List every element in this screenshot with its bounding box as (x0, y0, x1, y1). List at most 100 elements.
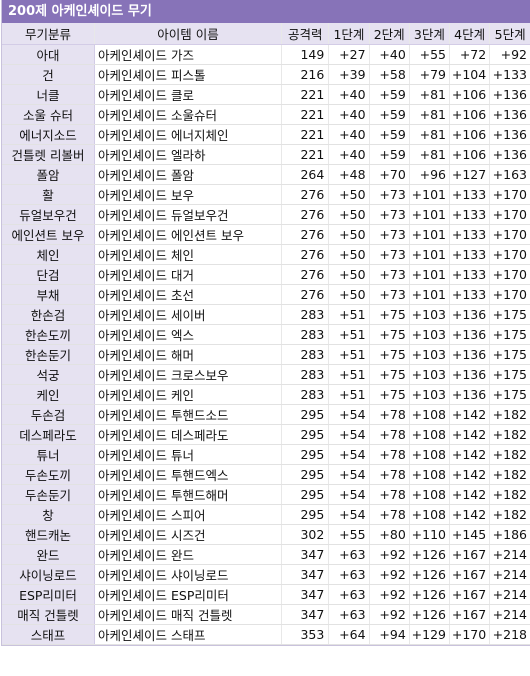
attack-cell: 347 (281, 604, 330, 625)
stage-5-cell: +182 (489, 424, 530, 445)
table-row: 매직 건틀렛 아케인셰이드 매직 건틀렛 347 +63 +92 +126 +167 +214 (2, 604, 530, 625)
stage-2-cell: +92 (369, 544, 410, 565)
category-cell: 건 (2, 64, 96, 85)
stage-2-cell: +78 (369, 424, 410, 445)
stage-1-cell: +63 (328, 544, 370, 565)
item-name-cell: 아케인셰이드 완드 (94, 544, 283, 565)
stage-1-cell: +51 (328, 384, 370, 405)
stage-2-cell: +92 (369, 604, 410, 625)
stage-5-cell: +175 (489, 304, 530, 325)
table-row: 한손둔기 아케인셰이드 해머 283 +51 +75 +103 +136 +175 (2, 344, 530, 365)
item-name-cell: 아케인셰이드 체인 (94, 244, 283, 265)
item-name-cell: 아케인셰이드 튜너 (94, 444, 283, 465)
stage-2-cell: +75 (369, 304, 410, 325)
stage-1-cell: +51 (328, 344, 370, 365)
stage-3-cell: +101 (409, 224, 451, 245)
table-row: 단검 아케인셰이드 대거 276 +50 +73 +101 +133 +170 (2, 264, 530, 285)
table-row: 튜너 아케인셰이드 튜너 295 +54 +78 +108 +142 +182 (2, 444, 530, 465)
attack-cell: 295 (281, 504, 330, 525)
item-name-cell: 아케인셰이드 소울슈터 (94, 104, 283, 125)
item-name-cell: 아케인셰이드 투핸드해머 (94, 484, 283, 505)
stage-1-cell: +40 (328, 84, 370, 105)
category-cell: 체인 (2, 244, 96, 265)
table-row: 에너지소드 아케인셰이드 에너지체인 221 +40 +59 +81 +106 +136 (2, 124, 530, 145)
stage-2-cell: +73 (369, 244, 410, 265)
stage-4-cell: +145 (449, 524, 491, 545)
stage-3-cell: +55 (409, 44, 451, 65)
attack-cell: 283 (281, 364, 330, 385)
attack-cell: 353 (281, 624, 330, 645)
stage-2-cell: +73 (369, 264, 410, 285)
attack-cell: 264 (281, 164, 330, 185)
item-name-cell: 아케인셰이드 ESP리미터 (94, 584, 283, 605)
category-cell: 스태프 (2, 624, 96, 645)
stage-5-cell: +170 (489, 284, 530, 305)
column-header-stage-1: 1단계 (328, 23, 370, 45)
attack-cell: 216 (281, 64, 330, 85)
table-row: 두손도끼 아케인셰이드 투핸드엑스 295 +54 +78 +108 +142 +182 (2, 464, 530, 485)
item-name-cell: 아케인셰이드 세이버 (94, 304, 283, 325)
stage-2-cell: +59 (369, 124, 410, 145)
attack-cell: 221 (281, 104, 330, 125)
stage-2-cell: +78 (369, 404, 410, 425)
category-cell: 에너지소드 (2, 124, 96, 145)
item-name-cell: 아케인셰이드 가즈 (94, 44, 283, 65)
header-row: 무기분류 아이템 이름 공격력 1단계 2단계 3단계 4단계 5단계 (2, 23, 530, 45)
stage-5-cell: +136 (489, 144, 530, 165)
category-cell: 단검 (2, 264, 96, 285)
stage-1-cell: +40 (328, 104, 370, 125)
stage-1-cell: +64 (328, 624, 370, 645)
stage-5-cell: +218 (489, 624, 530, 645)
stage-2-cell: +78 (369, 444, 410, 465)
table-row: 체인 아케인셰이드 체인 276 +50 +73 +101 +133 +170 (2, 244, 530, 265)
stage-1-cell: +40 (328, 124, 370, 145)
attack-cell: 283 (281, 344, 330, 365)
stage-5-cell: +170 (489, 224, 530, 245)
stage-1-cell: +54 (328, 444, 370, 465)
attack-cell: 295 (281, 424, 330, 445)
stage-4-cell: +142 (449, 504, 491, 525)
stage-5-cell: +182 (489, 444, 530, 465)
stage-1-cell: +51 (328, 324, 370, 345)
category-cell: 케인 (2, 384, 96, 405)
stage-2-cell: +94 (369, 624, 410, 645)
category-cell: 에인션트 보우 (2, 224, 96, 245)
category-cell: 매직 건틀렛 (2, 604, 96, 625)
stage-2-cell: +78 (369, 504, 410, 525)
table-row: 한손검 아케인셰이드 세이버 283 +51 +75 +103 +136 +175 (2, 304, 530, 325)
stage-2-cell: +59 (369, 144, 410, 165)
attack-cell: 276 (281, 284, 330, 305)
attack-cell: 276 (281, 224, 330, 245)
stage-5-cell: +175 (489, 344, 530, 365)
item-name-cell: 아케인셰이드 스피어 (94, 504, 283, 525)
stage-1-cell: +54 (328, 464, 370, 485)
stage-1-cell: +50 (328, 204, 370, 225)
category-cell: 아대 (2, 44, 96, 65)
item-name-cell: 아케인셰이드 클로 (94, 84, 283, 105)
table-title: 200제 아케인셰이드 무기 (2, 0, 530, 23)
column-header-category: 무기분류 (2, 23, 96, 45)
stage-2-cell: +75 (369, 364, 410, 385)
stage-2-cell: +59 (369, 84, 410, 105)
table-row: 건틀렛 리볼버 아케인셰이드 엘라하 221 +40 +59 +81 +106 +136 (2, 144, 530, 165)
stage-1-cell: +51 (328, 364, 370, 385)
table-row: 한손도끼 아케인셰이드 엑스 283 +51 +75 +103 +136 +175 (2, 324, 530, 345)
stage-3-cell: +79 (409, 64, 451, 85)
item-name-cell: 아케인셰이드 엘라하 (94, 144, 283, 165)
stage-1-cell: +51 (328, 304, 370, 325)
stage-5-cell: +170 (489, 204, 530, 225)
attack-cell: 283 (281, 384, 330, 405)
stage-1-cell: +63 (328, 604, 370, 625)
stage-1-cell: +50 (328, 184, 370, 205)
item-name-cell: 아케인셰이드 대거 (94, 264, 283, 285)
stage-1-cell: +50 (328, 244, 370, 265)
stage-3-cell: +101 (409, 184, 451, 205)
item-name-cell: 아케인셰이드 투핸드엑스 (94, 464, 283, 485)
category-cell: 튜너 (2, 444, 96, 465)
stage-3-cell: +101 (409, 204, 451, 225)
stage-1-cell: +63 (328, 564, 370, 585)
item-name-cell: 아케인셰이드 데스페라도 (94, 424, 283, 445)
stage-3-cell: +101 (409, 244, 451, 265)
stage-2-cell: +40 (369, 44, 410, 65)
stage-5-cell: +182 (489, 464, 530, 485)
